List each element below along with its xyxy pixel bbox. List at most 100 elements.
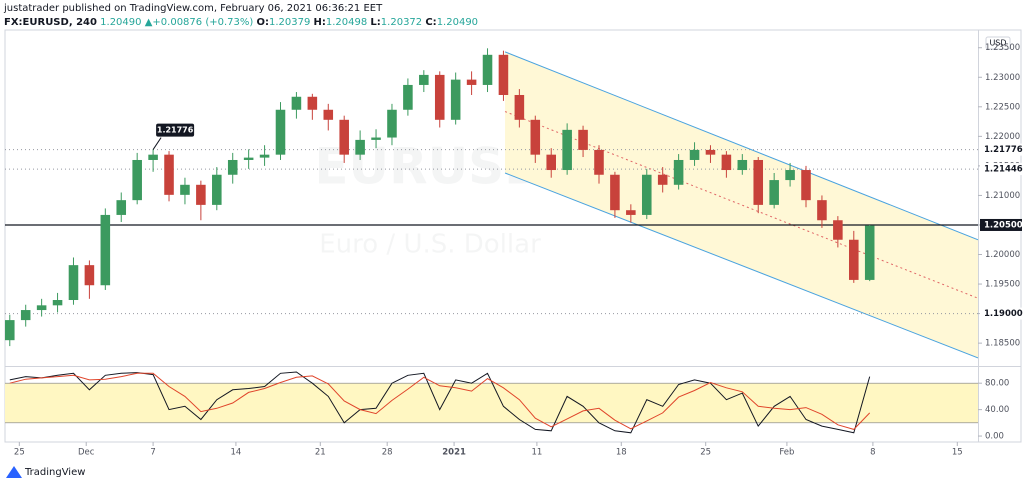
y-tick-label: 1.20000	[985, 250, 1020, 260]
stoch-band	[5, 383, 978, 423]
candle-body	[466, 79, 477, 85]
candle-body	[689, 149, 700, 160]
x-tick-label: 11	[531, 448, 542, 458]
candle-body	[68, 265, 79, 301]
x-tick-label: 15	[952, 448, 963, 458]
stoch-line	[9, 372, 871, 430]
candle-body	[132, 159, 142, 201]
candle-body	[482, 54, 493, 85]
candle-body	[737, 159, 748, 171]
y-tick-label: 1.23500	[985, 43, 1020, 53]
brand: TradingView	[6, 466, 85, 478]
candle-body	[594, 149, 604, 175]
price-line-box	[980, 218, 1022, 231]
candle-body	[148, 154, 158, 160]
axes: USD 1.18500 1.19000 1.19500 1.20000 1.20500 1…	[14, 36, 1023, 458]
main-pane: EURUSD Euro / U.S. Dollar 1.21776	[5, 48, 978, 359]
y-tick-label: 1.22500	[985, 102, 1020, 112]
publisher-line: justatrader published on TradingView.com…	[4, 2, 478, 16]
candle-body	[514, 94, 525, 120]
x-tick-label: 14	[230, 448, 241, 458]
candle-body	[84, 265, 95, 286]
header: justatrader published on TradingView.com…	[4, 2, 478, 30]
candle-body	[864, 225, 875, 280]
x-tick-label: Dec	[78, 448, 95, 458]
candle-body	[227, 159, 238, 175]
callout-box	[156, 123, 195, 137]
candle-body	[785, 170, 795, 181]
callout-pointer	[152, 137, 162, 150]
candle-body	[371, 137, 381, 140]
candle-body	[769, 180, 779, 205]
open-label: O:	[256, 17, 269, 28]
open: 1.20379	[268, 17, 311, 28]
candle-body	[721, 154, 732, 171]
brand-name: TradingView	[24, 467, 85, 478]
candle-body	[20, 310, 31, 321]
candle-body	[817, 200, 827, 221]
brand-logo	[6, 466, 22, 478]
stoch-y-tick-label: 40.00	[985, 405, 1009, 415]
candle-body	[291, 96, 302, 110]
candle-body	[801, 170, 811, 201]
frame	[4, 29, 1022, 443]
x-tick-label: 25	[14, 448, 25, 458]
candle-body	[339, 119, 349, 155]
candle-body	[275, 109, 286, 155]
candle-body	[243, 157, 254, 160]
channel-lower	[504, 172, 978, 359]
candle-body	[419, 74, 429, 85]
x-tick-label: 25	[700, 448, 711, 458]
candle-body	[657, 174, 668, 185]
candle-body	[387, 109, 397, 138]
candle-body	[546, 154, 556, 171]
quote-line: FX:EURUSD, 240 1.20490 ▲+0.00876 (+0.73%…	[4, 16, 478, 30]
symbol: FX:EURUSD, 240	[4, 17, 97, 28]
stoch-y-tick-label: 80.00	[985, 379, 1009, 389]
candle-body	[116, 200, 127, 215]
candle-body	[626, 210, 636, 215]
candle-body	[450, 79, 461, 120]
candle-body	[164, 154, 174, 195]
x-tick-label: 21	[315, 448, 326, 458]
publisher: justatrader published on TradingView.com…	[4, 3, 383, 14]
close: 1.20490	[436, 17, 479, 28]
candle-body	[403, 84, 413, 110]
candle-body	[641, 174, 652, 215]
x-tick-label: 2021	[442, 448, 466, 458]
candle-body	[196, 184, 206, 205]
price-line-label: 1.20500	[984, 220, 1023, 230]
y-tick-label: 1.23000	[985, 73, 1020, 83]
x-tick-label: 28	[382, 448, 393, 458]
x-tick-label: Feb	[779, 448, 794, 458]
candle-body	[52, 300, 63, 306]
candle-body	[849, 239, 859, 280]
change-arrow: ▲	[144, 17, 153, 28]
candle-body	[705, 149, 716, 155]
price-line-label: 1.21446	[984, 165, 1023, 175]
candle-body	[530, 119, 541, 155]
high-label: H:	[313, 17, 326, 28]
x-tick-label: 8	[870, 448, 875, 458]
channel-fill	[505, 51, 978, 358]
x-tick-label: 7	[150, 448, 155, 458]
stoch-line	[9, 371, 871, 434]
candle-body	[610, 174, 620, 211]
high: 1.20498	[325, 17, 368, 28]
candle-body	[100, 214, 111, 286]
callout-label: 1.21776	[157, 126, 194, 135]
watermark-sub: Euro / U.S. Dollar	[319, 230, 541, 260]
y-tick-label: 1.21000	[985, 191, 1020, 201]
candle-body	[753, 159, 764, 205]
candle-body	[673, 159, 684, 185]
candle-body	[498, 54, 509, 95]
change: +0.00876 (+0.73%)	[152, 17, 254, 28]
candle-body	[307, 96, 318, 110]
stoch-y-tick-label: 0.00	[985, 432, 1004, 442]
candle-body	[180, 184, 190, 195]
close-label: C:	[425, 17, 437, 28]
y-tick-label: 1.18500	[985, 339, 1020, 349]
currency-box	[985, 36, 1011, 50]
